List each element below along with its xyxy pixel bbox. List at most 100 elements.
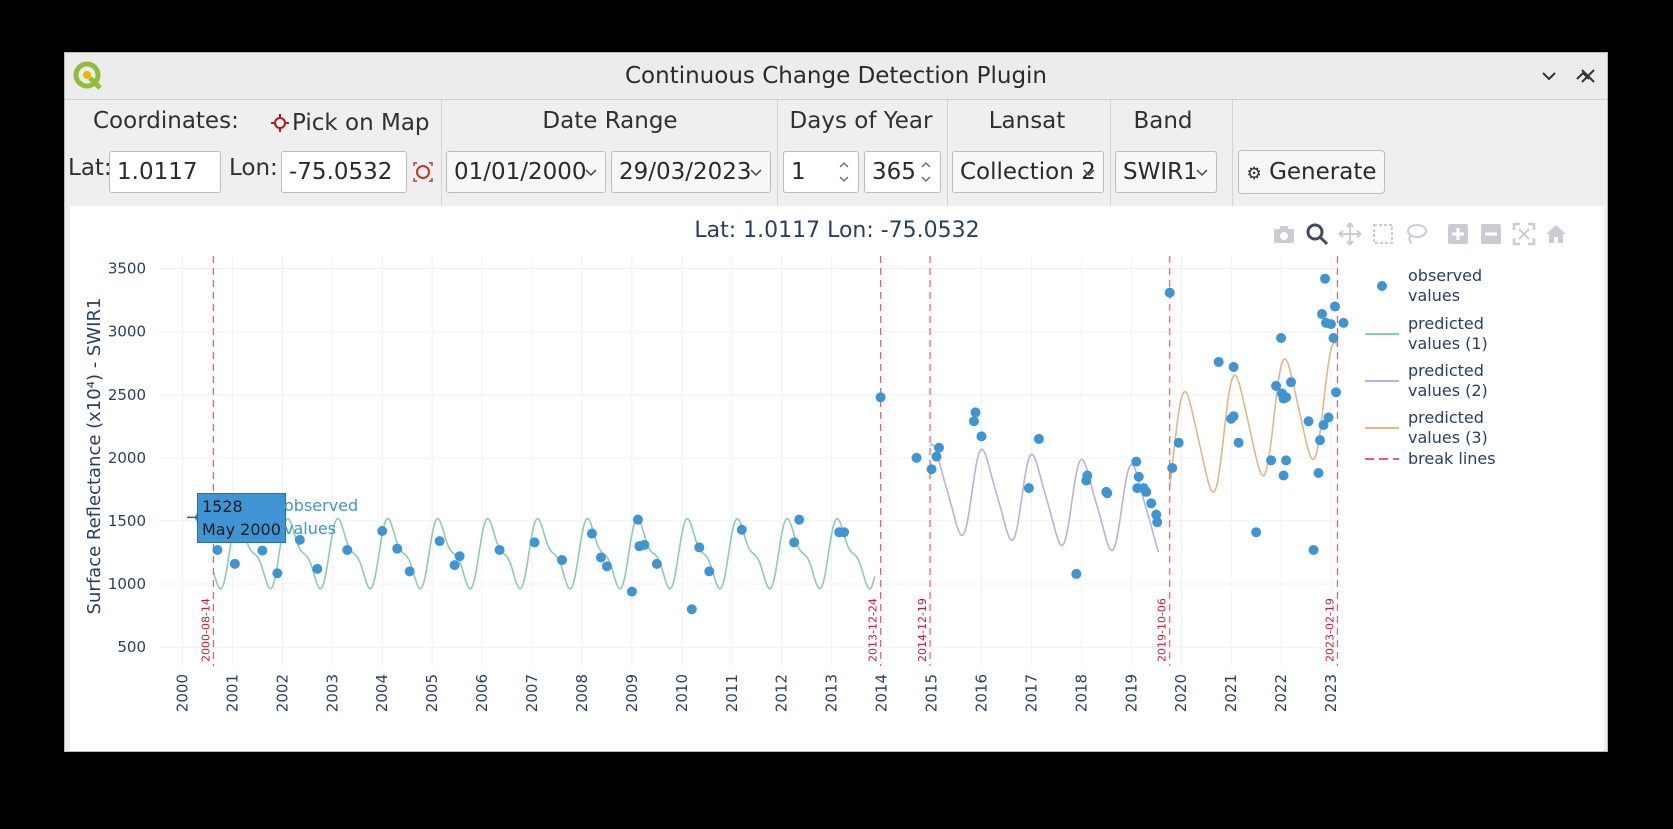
- observed-point: [1164, 287, 1175, 298]
- box-select-icon[interactable]: [1371, 222, 1395, 246]
- observed-point: [1131, 456, 1142, 467]
- legend-label: break lines: [1408, 449, 1496, 469]
- observed-point: [1152, 517, 1163, 528]
- pan-icon[interactable]: [1338, 222, 1362, 246]
- plot-area[interactable]: 500 1000 1500 2000 2500 3000 3500 2000 2001 2002 2…: [70, 206, 1604, 751]
- date-end-combo[interactable]: 29/03/2023: [611, 151, 771, 193]
- legend-swatch: [1365, 458, 1399, 460]
- title-bar: Continuous Change Detection Plugin: [65, 53, 1607, 100]
- lon-field[interactable]: -75.0532: [281, 151, 407, 193]
- observed-point: [1071, 568, 1082, 579]
- observed-point: [1033, 433, 1044, 444]
- observed-point: [1308, 544, 1319, 555]
- hover-series-label: observed values: [284, 494, 358, 540]
- separator: [1232, 100, 1233, 250]
- legend-item[interactable]: predicted values (3): [1362, 408, 1488, 448]
- observed-point: [342, 544, 353, 555]
- observed-point: [1228, 362, 1239, 373]
- legend-item[interactable]: observed values: [1362, 266, 1482, 306]
- date-start-combo[interactable]: 01/01/2000: [446, 151, 606, 193]
- x-tick-label: 2009: [623, 674, 641, 712]
- zoom-in-icon[interactable]: [1446, 222, 1470, 246]
- zoom-icon[interactable]: [1305, 222, 1329, 246]
- observed-point: [1023, 483, 1034, 494]
- gear-icon: ⚙: [1246, 164, 1262, 184]
- separator: [947, 100, 948, 250]
- hover-series-line2: values: [284, 519, 337, 538]
- observed-point: [1330, 301, 1341, 312]
- legend-item[interactable]: break lines: [1362, 449, 1496, 469]
- observed-point: [1276, 333, 1287, 343]
- observed-point: [1317, 309, 1328, 320]
- x-tick-label: 2002: [273, 674, 291, 712]
- observed-point: [968, 416, 979, 427]
- x-tick-label: 2010: [673, 674, 691, 712]
- y-tick-label: 3500: [108, 260, 146, 278]
- doy-end-spinbox[interactable]: 365: [864, 151, 941, 193]
- observed-point: [257, 545, 268, 556]
- legend-label: predicted values (1): [1408, 314, 1488, 354]
- generate-label: Generate: [1269, 159, 1377, 185]
- legend-label-line: break lines: [1408, 449, 1496, 468]
- x-tick-label: 2013: [823, 674, 841, 712]
- x-tick-label: 2008: [573, 674, 591, 712]
- pick-on-map-label: Pick on Map: [292, 110, 430, 136]
- predicted-line: [929, 443, 1160, 553]
- band-combo[interactable]: SWIR1: [1115, 151, 1217, 193]
- separator: [441, 100, 442, 250]
- observed-point: [1313, 467, 1324, 478]
- observed-point: [1281, 392, 1292, 403]
- separator: [1110, 100, 1111, 250]
- zoom-out-icon[interactable]: [1479, 222, 1503, 246]
- doy-start-value: 1: [791, 159, 806, 185]
- observed-point: [1213, 356, 1224, 367]
- band-label: Band: [1133, 108, 1193, 134]
- observed-point: [1278, 470, 1289, 481]
- y-tick-label: 1000: [108, 575, 146, 593]
- hover-value: 1528: [202, 497, 243, 516]
- observed-point: [1251, 527, 1262, 538]
- observed-point: [1326, 319, 1337, 330]
- observed-point: [272, 568, 283, 579]
- doy-start-spinbox[interactable]: 1: [783, 151, 859, 193]
- legend-item[interactable]: predicted values (1): [1362, 314, 1488, 354]
- observed-point: [911, 452, 922, 463]
- camera-icon[interactable]: [1272, 222, 1296, 246]
- pick-on-map-button[interactable]: Pick on Map: [271, 105, 430, 141]
- landsat-value: Collection 2: [960, 159, 1096, 185]
- observed-point: [1146, 498, 1157, 509]
- plugin-window: Continuous Change Detection Plugin Coord…: [64, 52, 1608, 752]
- observed-point: [595, 552, 606, 563]
- autoscale-icon[interactable]: [1512, 222, 1536, 246]
- legend-label-line: values (3): [1408, 428, 1488, 447]
- observed-point: [377, 526, 388, 537]
- legend-item[interactable]: predicted values (2): [1362, 361, 1488, 401]
- chevron-down-icon: [1196, 169, 1208, 177]
- x-tick-label: 2007: [523, 674, 541, 712]
- locate-icon[interactable]: [413, 162, 433, 182]
- chevron-down-icon[interactable]: [1538, 65, 1560, 87]
- x-tick-label: 2019: [1122, 674, 1140, 712]
- date-end-value: 29/03/2023: [619, 159, 752, 185]
- x-tick-label: 2000: [173, 674, 191, 712]
- y-axis-title: Surface Reflectance (x10⁴) - SWIR1: [84, 298, 105, 615]
- observed-point: [404, 566, 415, 577]
- band-value: SWIR1: [1123, 159, 1198, 185]
- landsat-combo[interactable]: Collection 2: [952, 151, 1104, 193]
- observed-point: [449, 560, 460, 571]
- observed-point: [1151, 509, 1162, 520]
- observed-point: [1320, 273, 1331, 284]
- chart-svg[interactable]: 500 1000 1500 2000 2500 3000 3500 2000 2001 2002 2…: [70, 206, 1604, 751]
- generate-button[interactable]: ⚙ Generate: [1238, 150, 1385, 194]
- reset-axes-icon[interactable]: [1544, 222, 1568, 246]
- break-line-label: 2014-12-19: [916, 598, 929, 662]
- lasso-select-icon[interactable]: [1404, 222, 1428, 246]
- lat-field[interactable]: 1.0117: [109, 151, 221, 193]
- close-icon[interactable]: [1577, 65, 1599, 87]
- toolbar: Coordinates: Pick on Map Lat: 1.0117 Lon…: [65, 100, 1607, 250]
- legend-swatch: [1377, 281, 1387, 291]
- spin-arrows-icon[interactable]: [919, 152, 933, 192]
- spin-arrows-icon[interactable]: [837, 152, 851, 192]
- legend-label-line: predicted: [1408, 314, 1484, 333]
- observed-point: [1271, 380, 1282, 391]
